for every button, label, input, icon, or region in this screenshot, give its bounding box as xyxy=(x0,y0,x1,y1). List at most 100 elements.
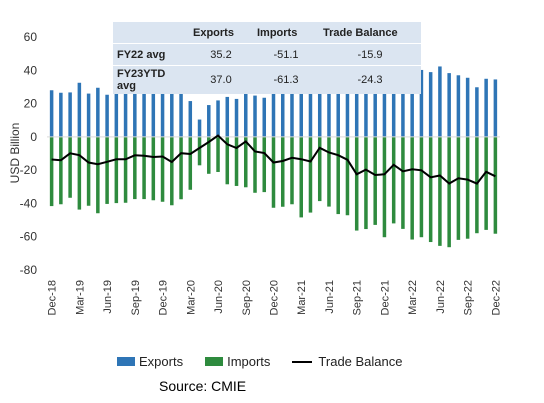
export-bar xyxy=(86,93,91,137)
summary-header-imports: Imports xyxy=(253,22,319,44)
summary-balance-value: -15.9 xyxy=(319,43,421,66)
summary-header-row: Exports Imports Trade Balance xyxy=(113,22,421,44)
import-bar xyxy=(391,136,396,224)
import-bar xyxy=(364,136,368,230)
import-bar xyxy=(308,136,313,213)
export-bar xyxy=(244,90,248,137)
export-bar xyxy=(456,75,461,137)
import-bar xyxy=(271,136,276,208)
import-bar xyxy=(207,136,211,174)
export-bar xyxy=(96,87,100,137)
export-bar xyxy=(308,85,313,137)
export-bar xyxy=(216,100,220,137)
export-bar xyxy=(59,92,63,137)
x-tick-label: Mar-19 xyxy=(74,280,86,315)
x-tick-label: Jun-19 xyxy=(102,280,114,314)
x-tick-label: Jun-22 xyxy=(435,280,447,314)
import-bar xyxy=(49,136,54,207)
import-bar xyxy=(299,136,303,218)
summary-row-label: FY23YTD avg xyxy=(117,68,166,92)
import-bar xyxy=(253,136,257,193)
import-bar xyxy=(290,136,294,205)
y-tick-label: 60 xyxy=(24,30,38,44)
export-bar xyxy=(151,93,156,137)
import-bar xyxy=(428,136,433,243)
import-bar xyxy=(345,136,350,216)
import-bar xyxy=(170,136,174,206)
export-bar xyxy=(475,87,479,137)
export-bar xyxy=(327,82,331,137)
summary-header-balance: Trade Balance xyxy=(319,22,421,44)
summary-row-fy22: FY22 avg 35.2 -51.1 -15.9 xyxy=(113,43,421,66)
export-bar xyxy=(280,91,285,137)
y-tick-label: -40 xyxy=(20,196,38,210)
export-bar xyxy=(419,69,424,137)
y-axis-title: USD Billion xyxy=(8,123,22,184)
export-bar xyxy=(484,78,488,137)
export-bar xyxy=(253,95,257,137)
export-bar xyxy=(354,80,359,137)
import-bar xyxy=(142,136,146,200)
export-bar xyxy=(68,92,72,137)
legend-item-exports: Exports xyxy=(117,354,183,369)
export-bar xyxy=(207,105,211,137)
export-bar xyxy=(197,119,202,137)
y-tick-label: 20 xyxy=(24,97,38,111)
import-bar xyxy=(188,136,193,190)
x-tick-label: Dec-22 xyxy=(490,280,502,315)
import-bar xyxy=(317,136,322,202)
import-bar xyxy=(123,136,128,203)
export-bar xyxy=(364,77,368,137)
y-tick-label: 40 xyxy=(24,63,38,77)
legend-label-exports: Exports xyxy=(139,354,184,369)
summary-balance-value: -24.3 xyxy=(357,74,383,86)
export-bar xyxy=(336,77,340,137)
import-bar xyxy=(336,136,340,215)
x-tick-label: Mar-22 xyxy=(407,280,419,315)
export-bar xyxy=(373,86,377,137)
legend-label-imports: Imports xyxy=(227,354,271,369)
legend-swatch-exports xyxy=(117,357,135,366)
export-bar xyxy=(77,82,82,137)
summary-imports-value: -61.3 xyxy=(273,74,299,86)
y-tick-label: -60 xyxy=(20,230,38,244)
export-bar xyxy=(160,91,165,137)
x-tick-label: Mar-21 xyxy=(296,280,308,315)
export-bar xyxy=(225,96,230,137)
import-bar xyxy=(401,136,405,229)
legend-item-balance: Trade Balance xyxy=(292,354,403,369)
export-bar xyxy=(299,78,303,137)
x-tick-label: Dec-20 xyxy=(269,280,281,315)
export-bar xyxy=(234,98,239,137)
import-bar xyxy=(225,136,230,185)
import-bar xyxy=(179,136,183,200)
export-bar xyxy=(262,97,267,137)
export-bar xyxy=(114,93,119,137)
import-bar xyxy=(59,136,63,205)
import-bar xyxy=(105,136,109,204)
legend-label-balance: Trade Balance xyxy=(318,354,403,369)
x-tick-label: Jun-21 xyxy=(324,280,336,314)
import-bar xyxy=(151,136,156,201)
import-bar xyxy=(114,136,119,204)
y-tick-label: -20 xyxy=(20,163,38,177)
import-bar xyxy=(354,136,359,231)
import-bar xyxy=(234,136,239,186)
summary-exports-value: 35.2 xyxy=(189,43,253,66)
export-bar xyxy=(465,77,470,137)
legend-item-imports: Imports xyxy=(205,354,270,369)
export-bar xyxy=(428,72,433,137)
import-bar xyxy=(197,136,202,166)
import-bar xyxy=(77,136,82,210)
summary-imports-value: -51.1 xyxy=(253,43,319,66)
export-bar xyxy=(391,78,396,137)
import-bar xyxy=(410,136,414,240)
trade-balance-line xyxy=(51,134,496,185)
summary-header-blank xyxy=(113,22,189,44)
summary-row-label: FY22 avg xyxy=(113,43,189,66)
import-bar xyxy=(373,136,377,225)
import-bar xyxy=(96,136,100,214)
legend-swatch-imports xyxy=(205,357,224,366)
import-bar xyxy=(86,136,91,206)
